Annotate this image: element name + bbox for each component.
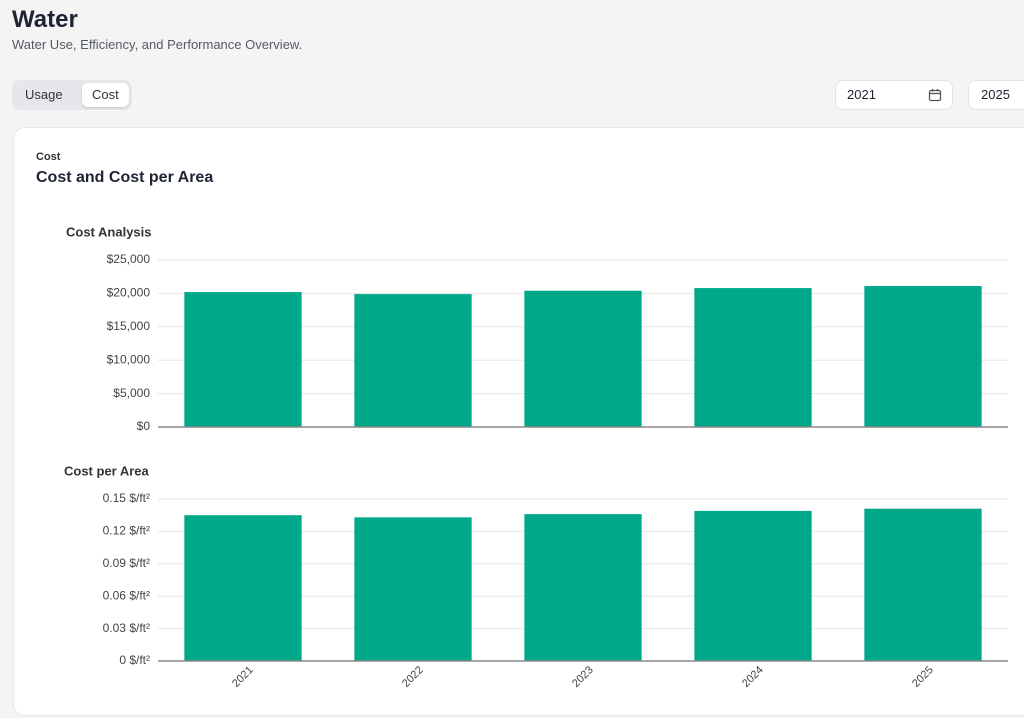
y-tick-label: 0.06 $/ft² <box>103 588 150 602</box>
bar <box>184 515 302 661</box>
date-value: 2025 <box>981 87 1010 102</box>
date-value: 2021 <box>847 87 876 102</box>
chart-title: Cost Analysis <box>66 224 152 239</box>
tab-active[interactable]: Cost <box>82 83 129 107</box>
bar <box>694 288 812 427</box>
card <box>13 127 1024 716</box>
y-tick-label: $15,000 <box>107 319 151 333</box>
y-tick-label: 0 $/ft² <box>119 653 150 667</box>
x-tick-label: 2023 <box>570 664 596 690</box>
card-title: Cost and Cost per Area <box>36 169 214 186</box>
y-tick-label: 0.03 $/ft² <box>103 621 150 635</box>
y-tick-label: $25,000 <box>107 252 151 266</box>
page-subtitle: Water Use, Efficiency, and Performance O… <box>12 37 303 52</box>
calendar-icon[interactable] <box>928 88 942 102</box>
y-tick-label: 0.12 $/ft² <box>103 524 150 538</box>
x-tick-label: 2025 <box>910 664 936 690</box>
chart-title: Cost per Area <box>64 463 150 478</box>
y-tick-label: $5,000 <box>113 386 150 400</box>
date-input[interactable]: 2021 <box>835 80 953 110</box>
bar <box>864 508 982 661</box>
y-tick-label: $10,000 <box>107 352 151 366</box>
y-tick-label: 0.15 $/ft² <box>103 491 150 505</box>
bar <box>354 294 472 427</box>
x-tick-label: 2024 <box>740 664 766 690</box>
tab-group: Usage Cost <box>12 80 132 110</box>
card-eyebrow: Cost <box>36 151 61 163</box>
bar <box>354 517 472 661</box>
bar <box>524 290 642 427</box>
y-tick-label: $0 <box>137 419 151 433</box>
y-tick-label: $20,000 <box>107 286 151 300</box>
bar <box>864 286 982 427</box>
page-title: Water <box>12 6 78 33</box>
bar <box>184 292 302 427</box>
y-tick-label: 0.09 $/ft² <box>103 556 150 570</box>
bar <box>524 514 642 661</box>
date-input[interactable]: 2025 <box>968 80 1024 110</box>
x-tick-label: 2021 <box>230 664 256 690</box>
x-tick-label: 2022 <box>400 664 426 690</box>
bar <box>694 510 812 661</box>
tab[interactable]: Usage <box>25 87 63 102</box>
